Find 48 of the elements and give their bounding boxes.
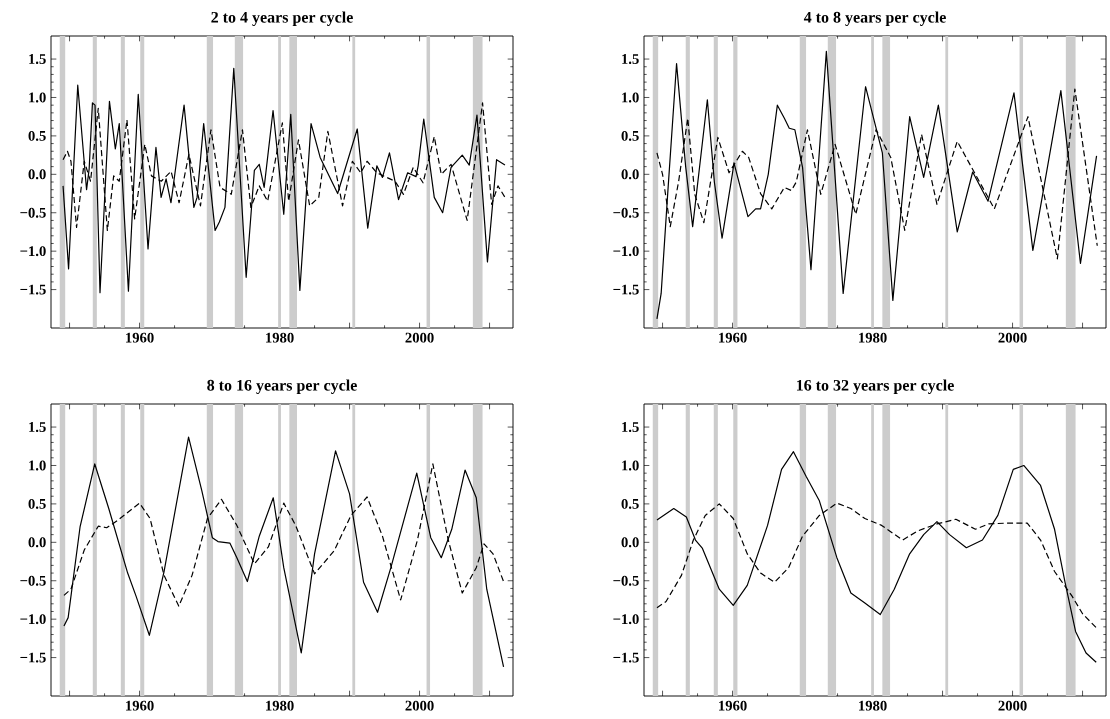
- y-tick-label: −1.0: [613, 246, 639, 257]
- x-tick-label: 2000: [405, 332, 434, 343]
- x-tick-label: 1980: [859, 332, 887, 343]
- y-tick-label: 1.5: [622, 422, 639, 433]
- line-series: [63, 436, 505, 668]
- y-tick-label: 1.0: [29, 92, 46, 103]
- y-tick-label: 0.5: [621, 498, 639, 509]
- y-tick-label: 0.5: [621, 130, 639, 141]
- y-tick-label: 0.0: [621, 169, 639, 180]
- y-tick-label: 1.0: [29, 460, 46, 471]
- x-tick-label: 2000: [405, 700, 434, 711]
- chart-title: 16 to 32 years per cycle: [796, 379, 954, 394]
- y-tick-label: −0.5: [613, 575, 639, 586]
- y-tick-label: −0.5: [613, 207, 639, 218]
- chart-title: 4 to 8 years per cycle: [803, 11, 946, 26]
- y-tick-label: 0.5: [28, 498, 46, 509]
- y-tick-label: 0.0: [621, 537, 639, 548]
- line-series: [656, 451, 1097, 663]
- line-series: [656, 50, 1098, 320]
- chart-title: 8 to 16 years per cycle: [207, 379, 357, 394]
- y-tick-label: 0.5: [28, 130, 46, 141]
- x-tick-label: 1980: [266, 332, 294, 343]
- chart-title: 2 to 4 years per cycle: [211, 11, 353, 26]
- y-tick-label: 1.5: [29, 422, 46, 433]
- x-tick-label: 2000: [998, 700, 1027, 711]
- y-tick-label: 1.0: [622, 92, 639, 103]
- x-tick-label: 1960: [719, 332, 747, 343]
- x-tick-label: 2000: [998, 332, 1027, 343]
- y-tick-label: −0.5: [20, 575, 46, 586]
- y-tick-label: −1.5: [613, 284, 639, 295]
- y-tick-label: 1.5: [29, 54, 46, 65]
- y-tick-label: −1.0: [20, 614, 46, 625]
- x-tick-label: 1960: [126, 700, 154, 711]
- x-tick-label: 1960: [719, 700, 747, 711]
- y-tick-label: 1.5: [622, 54, 639, 65]
- x-tick-label: 1980: [859, 700, 887, 711]
- y-tick-label: 0.0: [28, 169, 46, 180]
- x-tick-label: 1980: [266, 700, 294, 711]
- y-tick-label: −1.0: [613, 614, 639, 625]
- y-tick-label: −1.5: [613, 652, 639, 663]
- y-tick-label: 0.0: [28, 537, 46, 548]
- x-tick-label: 1960: [126, 332, 154, 343]
- line-series: [62, 67, 506, 294]
- y-tick-label: 1.0: [622, 460, 639, 471]
- y-tick-label: −1.5: [20, 652, 46, 663]
- y-tick-label: −0.5: [20, 207, 46, 218]
- y-tick-label: −1.0: [20, 246, 46, 257]
- y-tick-label: −1.5: [20, 284, 46, 295]
